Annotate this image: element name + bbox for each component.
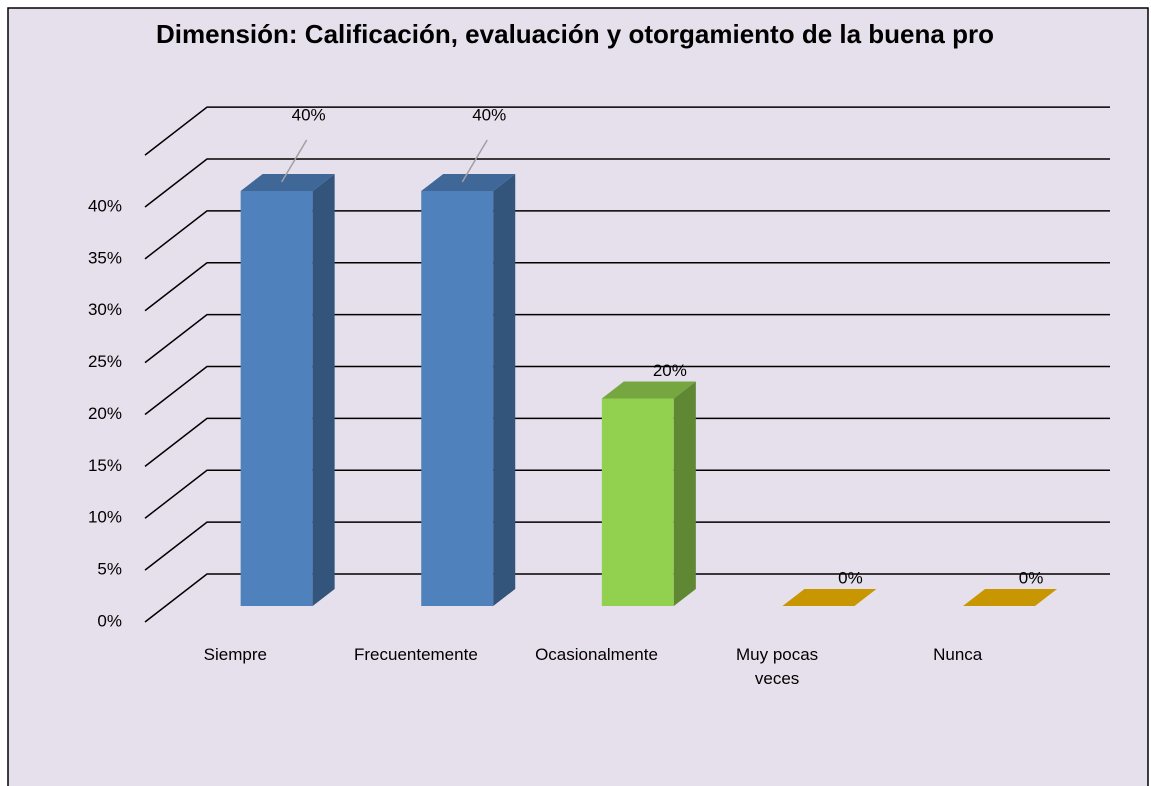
x-tick-label: Ocasionalmente [535, 645, 658, 664]
y-tick-label: 5% [97, 560, 122, 579]
chart-title: Dimensión: Calificación, evaluación y ot… [156, 19, 994, 49]
x-tick-label: Siempre [203, 645, 267, 664]
bar-top [782, 588, 877, 606]
grid-line [144, 313, 1110, 364]
value-label: 40% [292, 105, 326, 124]
bar [240, 173, 335, 606]
bar-front [601, 398, 674, 606]
y-tick-label: 20% [88, 404, 122, 423]
y-tick-label: 25% [88, 352, 122, 371]
bar-side [673, 381, 696, 606]
grid-line [144, 521, 1110, 571]
leader-line [280, 139, 308, 183]
bar-side [493, 173, 516, 606]
value-label: 40% [472, 105, 506, 124]
y-tick-label: 0% [97, 611, 122, 630]
bar-top [601, 381, 696, 399]
bar [963, 588, 1058, 606]
x-tick-label: Frecuentemente [353, 645, 478, 664]
y-tick-label: 10% [88, 508, 122, 527]
x-tick-label: Muy pocas veces [735, 645, 819, 688]
grid-line [144, 210, 1110, 260]
grid-line [144, 417, 1110, 467]
bar-front [421, 191, 494, 606]
value-label: 0% [1019, 568, 1044, 587]
grid-line [144, 573, 1110, 623]
bar-front [240, 191, 313, 606]
value-label: 0% [838, 568, 863, 587]
bar-top [240, 173, 335, 191]
bar-side [312, 173, 335, 606]
axis-top-line [144, 106, 1110, 156]
bar [782, 588, 877, 606]
grid-line [144, 262, 1110, 312]
grid-line [144, 365, 1110, 416]
y-tick-label: 30% [88, 300, 122, 319]
bar-top [963, 588, 1058, 606]
bar-top [421, 173, 516, 191]
value-label: 20% [653, 361, 687, 380]
grid-line [144, 158, 1110, 208]
bar [421, 173, 516, 606]
y-tick-label: 35% [88, 248, 122, 267]
y-tick-label: 15% [88, 456, 122, 475]
x-tick-label: Nunca [933, 645, 983, 664]
y-tick-label: 40% [88, 196, 122, 215]
grid-line [144, 469, 1110, 519]
bar [601, 381, 696, 606]
leader-line [461, 139, 488, 183]
chart-frame [7, 7, 1149, 786]
